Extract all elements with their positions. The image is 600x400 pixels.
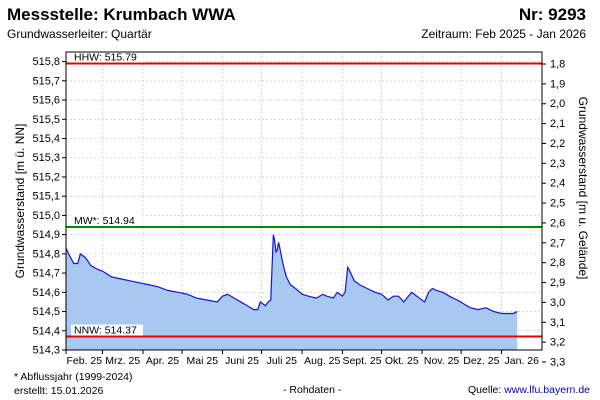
x-tick-label: Jan. 26 — [505, 355, 540, 367]
plot-frame — [65, 51, 543, 351]
reference-label: NNW: 514.37 — [74, 325, 137, 337]
station-number: Nr: 9293 — [518, 5, 586, 24]
y-tick-label-right: 2,3 — [550, 158, 565, 170]
y-tick-label-left: 515,4 — [32, 133, 60, 145]
aquifer-label: Grundwasserleiter: Quartär — [7, 27, 152, 41]
y-tick-label-left: 514,3 — [32, 345, 60, 357]
x-axis: Feb. 25 Mrz. 25 Apr. 25 Mai 25 Juni 25 Juli 2… — [65, 350, 540, 367]
x-tick-label: Nov. 25 — [424, 355, 460, 367]
x-tick-label: Juni 25 — [225, 355, 259, 367]
water-level-area — [66, 234, 518, 350]
y-tick-label-left: 514,5 — [32, 306, 60, 318]
x-tick-label: Apr. 25 — [146, 355, 179, 367]
y-tick-label-left: 514,8 — [32, 248, 60, 260]
y-axis-left: 514,3 514,4 514,5 514,6 514,7 514,8 514,9 515,0… — [32, 56, 66, 357]
source-label: Quelle: — [468, 384, 505, 396]
reference-label: HHW: 515.79 — [74, 52, 137, 64]
x-tick-label: Mai 25 — [187, 355, 219, 367]
y-tick-label-right: 2,6 — [550, 217, 565, 229]
x-tick-label: Aug. 25 — [304, 355, 340, 367]
x-tick-label: Feb. 25 — [66, 355, 102, 367]
y-tick-label-right: 3,1 — [550, 317, 565, 329]
y-tick-label-right: 3,0 — [550, 297, 565, 309]
y-tick-label-left: 514,7 — [32, 268, 60, 280]
y-tick-label-right: 3,3 — [550, 357, 565, 369]
y-tick-label-right: 3,2 — [550, 337, 565, 349]
reference-label-bg — [71, 51, 143, 63]
y-tick-label-left: 515,2 — [32, 171, 60, 183]
x-tick-label: Dez. 25 — [463, 355, 499, 367]
x-tick-label: Okt. 25 — [385, 355, 419, 367]
reference-label-bg — [71, 214, 143, 226]
y-axis-right: 1,8 1,9 2,0 2,1 2,2 2,3 2,4 2,5 2,6 2,7 2,8 2,9 3,0 3… — [542, 59, 565, 369]
y-tick-label-left: 515,8 — [32, 56, 60, 68]
reference-label-bg — [71, 324, 143, 336]
grid — [66, 52, 542, 351]
y-tick-label-left: 515,5 — [32, 114, 60, 126]
footnote: * Abflussjahr (1999-2024) — [14, 371, 133, 383]
reference-label: MW*: 514.94 — [74, 215, 135, 227]
y-tick-label-right: 2,7 — [550, 237, 565, 249]
y-tick-label-left: 515,3 — [32, 152, 60, 164]
x-tick-label: Juli 25 — [267, 355, 298, 367]
y-tick-label-left: 515,7 — [32, 75, 60, 87]
x-tick-label: Sept. 25 — [342, 355, 381, 367]
y-tick-label-right: 2,0 — [550, 98, 565, 110]
y-tick-label-right: 2,4 — [550, 178, 565, 190]
source-link[interactable]: www.lfu.bayern.de — [504, 384, 590, 396]
x-tick-label: Mrz. 25 — [105, 355, 140, 367]
created-date: erstellt: 15.01.2026 — [14, 385, 104, 397]
y-tick-label-left: 514,9 — [32, 229, 60, 241]
water-level-line — [65, 234, 518, 315]
raw-data-label: - Rohdaten - — [283, 384, 342, 396]
y-tick-label-right: 2,5 — [550, 198, 565, 210]
y-tick-label-left: 514,4 — [32, 325, 60, 337]
y-tick-label-right: 1,9 — [550, 78, 565, 90]
page-title: Messstelle: Krumbach WWA — [7, 5, 236, 24]
reference-lines: HHW: 515.79 MW*: 514.94 NNW: 514.37 — [66, 51, 542, 338]
period-label: Zeitraum: Feb 2025 - Jan 2026 — [421, 27, 586, 41]
y-tick-label-right: 2,8 — [550, 257, 565, 269]
y-tick-label-left: 515,6 — [32, 95, 60, 107]
y-tick-label-right: 2,2 — [550, 138, 565, 150]
y-tick-label-right: 2,1 — [550, 118, 565, 130]
y-axis-title-right: Grundwasserstand [m u. Gelände] — [576, 97, 590, 280]
y-axis-title-left: Grundwasserstand [m ü. NN] — [13, 124, 27, 279]
y-tick-label-left: 515,0 — [32, 210, 60, 222]
y-tick-label-left: 515,1 — [32, 191, 60, 203]
y-tick-label-right: 1,8 — [550, 59, 565, 71]
y-tick-label-left: 514,6 — [32, 287, 60, 299]
source-line: Quelle: www.lfu.bayern.de — [468, 384, 590, 396]
y-tick-label-right: 2,9 — [550, 277, 565, 289]
